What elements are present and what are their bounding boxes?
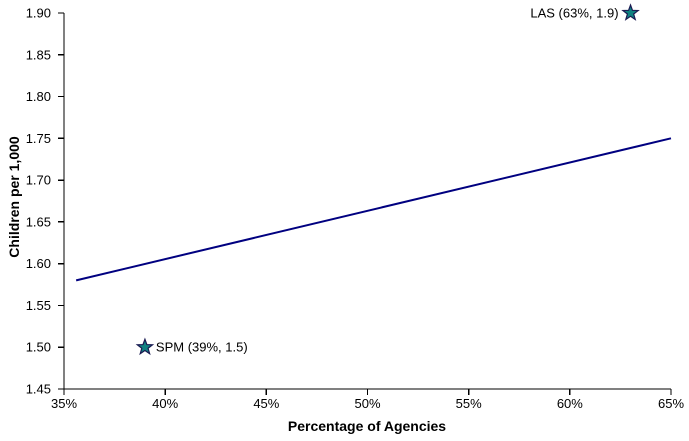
y-tick-label: 1.60 (26, 256, 51, 271)
y-tick-label: 1.90 (26, 6, 51, 21)
x-tick-label: 55% (456, 396, 482, 411)
x-tick-label: 60% (557, 396, 583, 411)
x-tick-label: 65% (658, 396, 684, 411)
data-point-label: LAS (63%, 1.9) (530, 6, 618, 21)
y-tick-label: 1.50 (26, 340, 51, 355)
y-tick-label: 1.70 (26, 173, 51, 188)
x-tick-label: 35% (51, 396, 77, 411)
y-tick-label: 1.45 (26, 382, 51, 397)
x-tick-label: 50% (354, 396, 380, 411)
data-point-star-icon (135, 337, 155, 356)
data-point-star-icon (621, 3, 640, 21)
y-tick-label: 1.55 (26, 298, 51, 313)
y-tick-label: 1.85 (26, 47, 51, 62)
y-tick-label: 1.65 (26, 214, 51, 229)
data-point-label: SPM (39%, 1.5) (156, 340, 248, 355)
y-tick-label: 1.80 (26, 89, 51, 104)
x-tick-label: 45% (253, 396, 279, 411)
x-axis-title: Percentage of Agencies (287, 418, 447, 434)
y-axis-title: Children per 1,000 (6, 136, 22, 258)
y-tick-label: 1.75 (26, 131, 51, 146)
x-tick-label: 40% (152, 396, 178, 411)
trend-line (75, 137, 672, 282)
